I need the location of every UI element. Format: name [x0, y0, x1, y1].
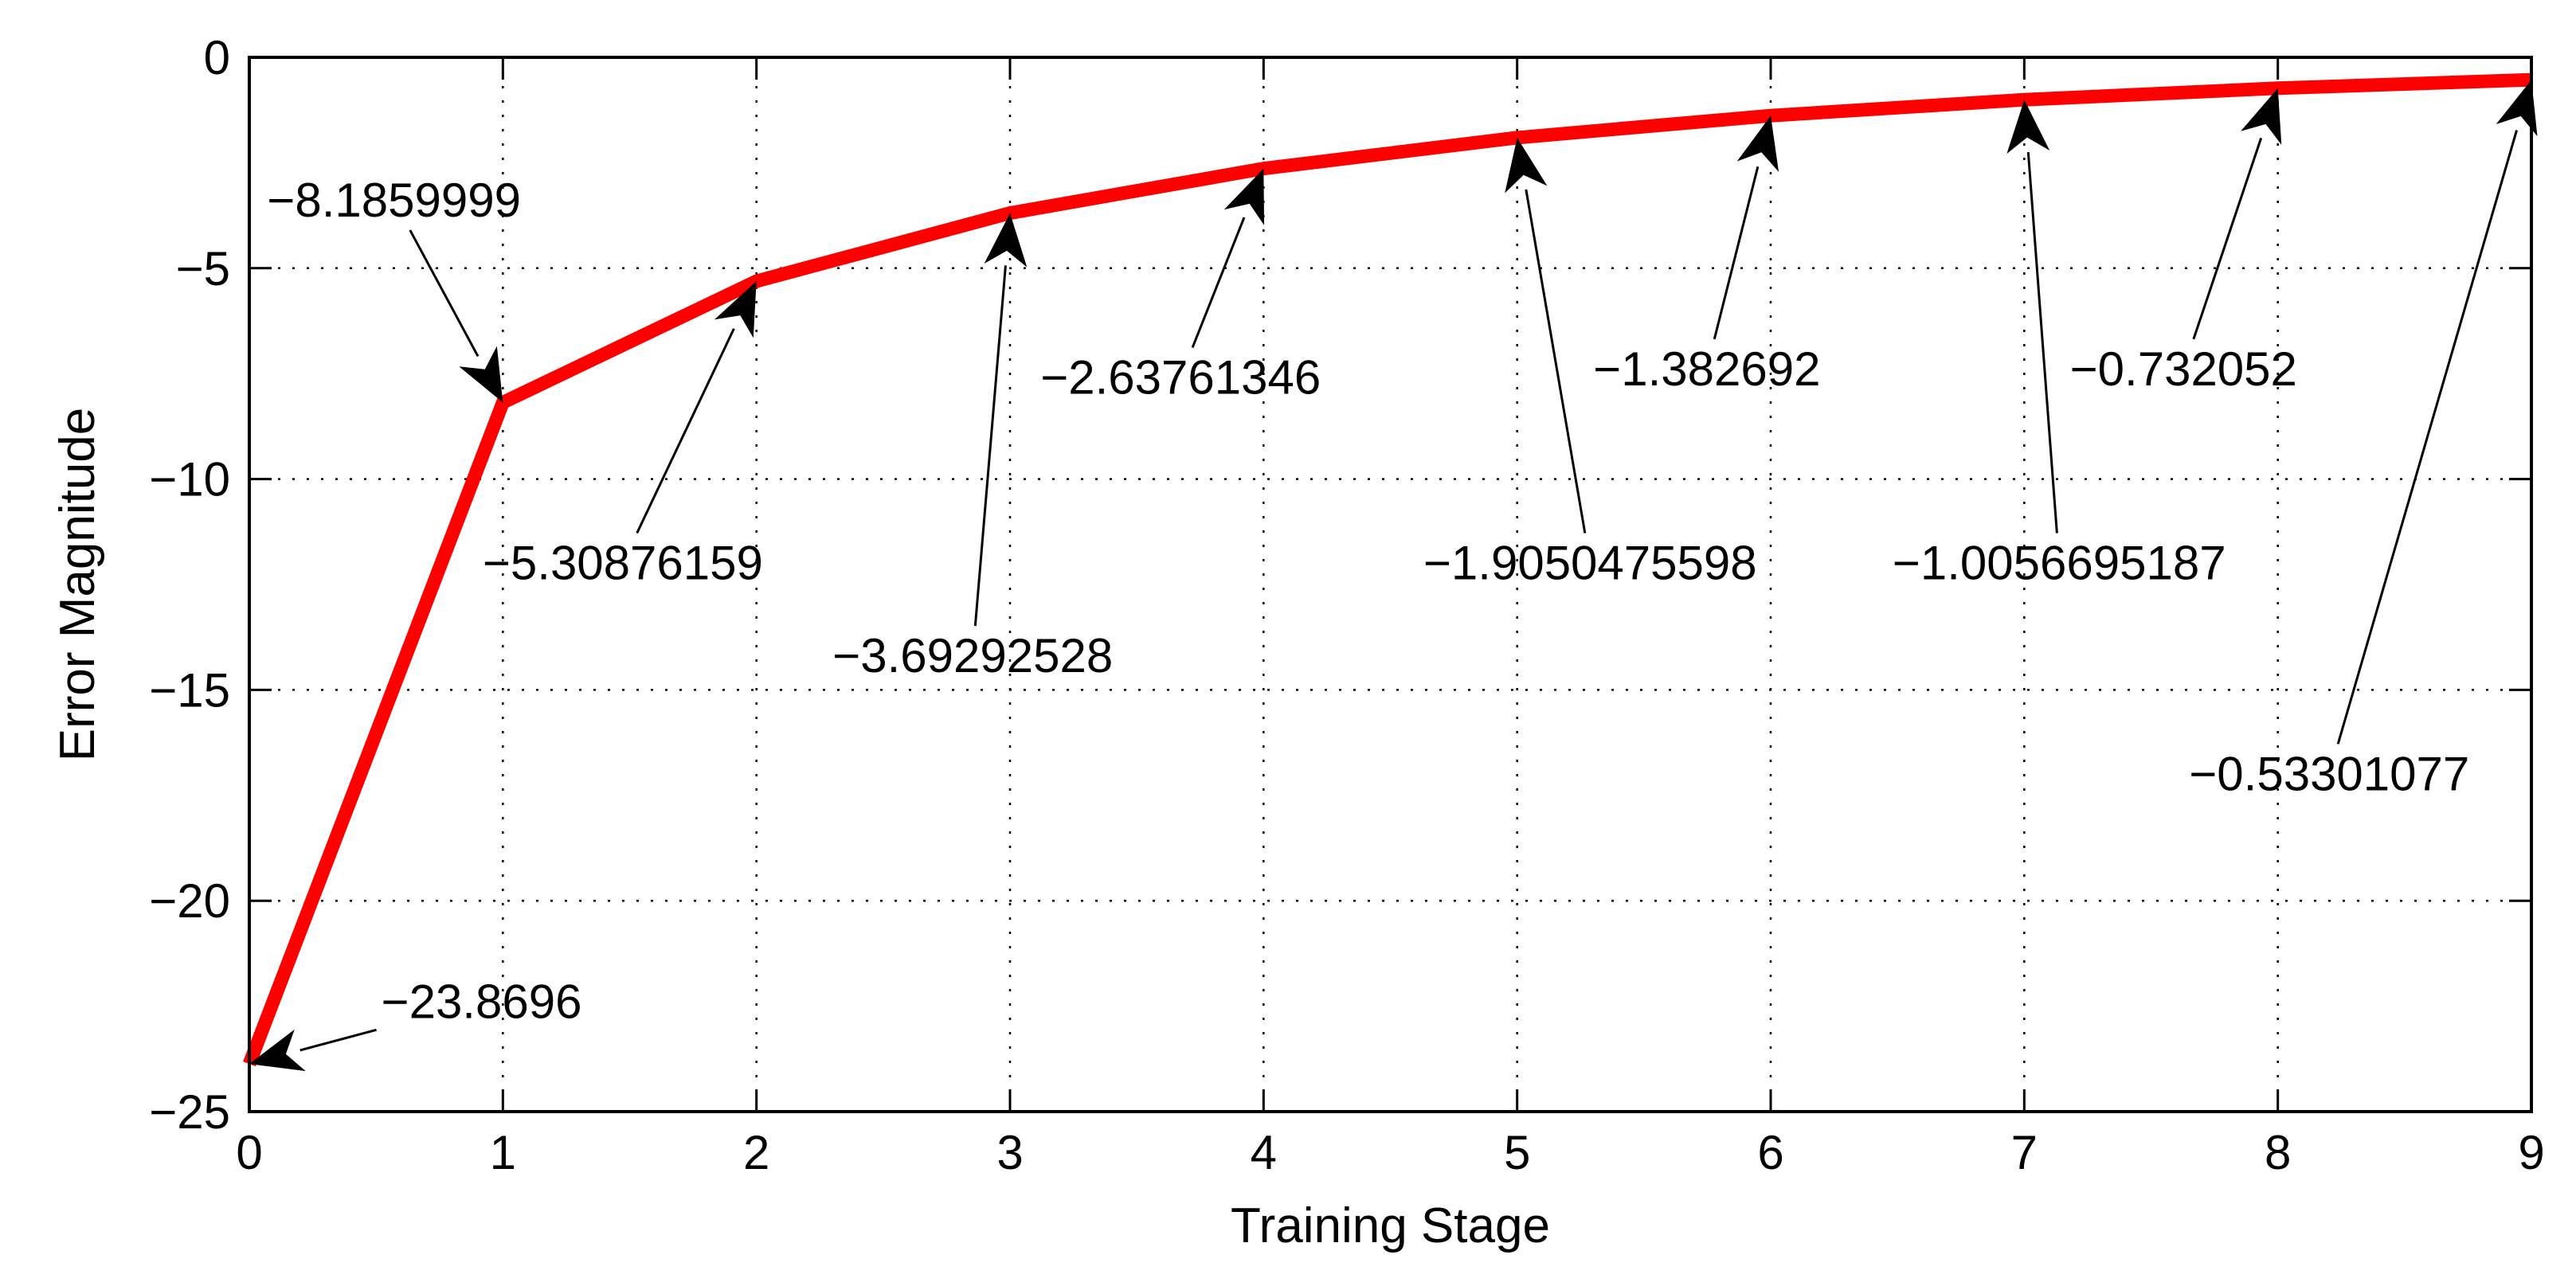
- x-tick-label: 7: [2011, 1126, 2038, 1179]
- annotation-arrow-shaft: [2336, 130, 2518, 745]
- annotation-arrow-head: [2241, 88, 2282, 145]
- annotation-label: −0.732052: [2070, 342, 2297, 396]
- annotation-arrow-shaft: [1713, 166, 1760, 340]
- annotation-arrow-head: [459, 346, 503, 403]
- y-tick-label: 0: [204, 31, 230, 84]
- annotation-label: −8.1859999: [267, 174, 521, 227]
- x-tick-label: 1: [490, 1126, 516, 1179]
- x-tick-label: 8: [2265, 1126, 2291, 1179]
- annotation-arrow-head: [714, 281, 757, 338]
- annotation-arrow-shaft: [299, 1028, 377, 1052]
- x-tick-label: 3: [996, 1126, 1023, 1179]
- x-tick-label: 5: [1504, 1126, 1530, 1179]
- annotation-arrow-shaft: [2192, 137, 2263, 340]
- annotation-arrow-head: [1736, 115, 1779, 172]
- annotation: −2.63761346: [1040, 168, 1321, 404]
- annotation-label: −1.382692: [1593, 342, 1820, 396]
- error-series-line: [243, 72, 2532, 1067]
- y-tick-label: −5: [176, 242, 230, 295]
- x-tick-label: 4: [1251, 1126, 1277, 1179]
- x-tick-label: 9: [2518, 1126, 2544, 1179]
- annotation-arrow-shaft: [409, 229, 480, 358]
- annotation-arrow-head: [1223, 168, 1265, 225]
- annotation-arrow-shaft: [973, 265, 1007, 627]
- annotation-arrow-shaft: [2026, 151, 2058, 534]
- annotation-arrow-head: [2006, 100, 2050, 154]
- ticks: 0 1 2 3 4 5 6 7 8 9 0 −5 −10 −15 −20 −25: [149, 31, 2544, 1179]
- x-tick-label: 0: [236, 1126, 262, 1179]
- annotation-arrow-shaft: [636, 328, 735, 534]
- y-tick-label: −25: [149, 1085, 230, 1139]
- annotation-arrow-head: [2496, 80, 2538, 137]
- series-layer: [243, 72, 2532, 1067]
- annotation: −5.30876159: [483, 281, 763, 590]
- annotation: −1.382692: [1593, 115, 1820, 396]
- y-tick-label: −20: [149, 874, 230, 928]
- annotation-label: −2.63761346: [1040, 350, 1321, 404]
- annotation: −3.69292528: [832, 213, 1113, 682]
- annotation-label: −1.0056695187: [1893, 537, 2226, 590]
- annotation-arrow-head: [1505, 137, 1548, 193]
- annotation: −1.0056695187: [1893, 100, 2226, 590]
- y-tick-label: −10: [149, 453, 230, 506]
- annotation-arrow-head: [984, 213, 1028, 268]
- annotation-arrow-shaft: [1191, 217, 1246, 349]
- annotation-arrow-shaft: [1525, 189, 1587, 534]
- annotation: −1.9050475598: [1423, 137, 1757, 590]
- x-axis-label: Training Stage: [1231, 1198, 1550, 1253]
- annotation: −23.8696: [249, 975, 582, 1072]
- x-tick-label: 2: [743, 1126, 769, 1179]
- x-tick-label: 6: [1757, 1126, 1783, 1179]
- annotation: −8.1859999: [267, 174, 521, 403]
- annotation: −0.53301077: [2189, 80, 2538, 800]
- annotation: −0.732052: [2070, 88, 2297, 396]
- annotations: −23.8696 −8.1859999 −5.30876159 −3.69292528…: [249, 80, 2538, 1072]
- annotation-label: −23.8696: [382, 975, 582, 1028]
- plot-frame: [248, 56, 2533, 1113]
- y-axis-label: Error Magnitude: [50, 408, 105, 762]
- annotation-label: −1.9050475598: [1423, 537, 1757, 590]
- annotation-label: −0.53301077: [2189, 747, 2469, 800]
- annotation-arrow-head: [249, 1029, 306, 1072]
- annotation-label: −3.69292528: [832, 629, 1113, 682]
- annotation-label: −5.30876159: [483, 537, 763, 590]
- y-tick-label: −15: [149, 663, 230, 717]
